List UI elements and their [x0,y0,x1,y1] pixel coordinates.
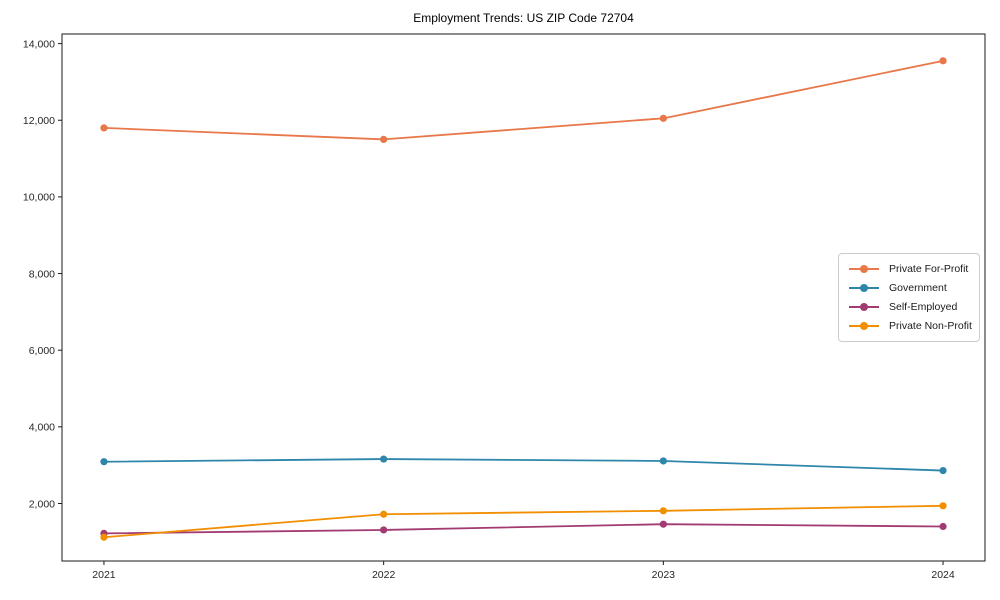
series-marker-self-employed [659,520,667,528]
y-tick-label: 12,000 [23,115,55,127]
y-tick-label: 6,000 [29,345,55,357]
series-marker-private-non-profit [659,507,667,515]
legend-label: Private Non-Profit [889,320,972,333]
y-tick-label: 8,000 [29,268,55,280]
series-marker-private-for-profit [100,124,108,132]
series-line-private-for-profit [103,59,944,141]
legend-marker-self-employed [849,303,879,312]
y-tick-label: 10,000 [23,192,55,204]
legend-entry: Private Non-Profit [845,320,973,332]
series-marker-government [939,466,947,475]
series-marker-private-for-profit [380,135,388,143]
legend-label: Self-Employed [889,301,958,314]
series-line-self-employed [103,523,944,535]
series-marker-private-for-profit [939,57,947,65]
legend-marker-private-non-profit [849,322,879,331]
x-tick-label: 2023 [652,569,676,581]
series-line-private-non-profit [103,504,944,539]
legend-entry: Private For-Profit [845,263,973,275]
series-marker-government [659,457,667,465]
chart-title: Employment Trends: US ZIP Code 72704 [413,11,634,25]
axes-frame [61,33,986,562]
y-tick-label: 14,000 [23,38,55,50]
series-line-government [103,458,944,472]
series-marker-private-non-profit [100,533,108,541]
legend-marker-government [849,283,879,292]
legend: Private For-Profit Government Self-Emplo… [838,253,980,342]
series-marker-government [100,458,108,466]
y-tick-label: 4,000 [29,422,55,434]
x-tick-label: 2024 [931,569,955,581]
series-marker-private-non-profit [939,502,947,510]
legend-marker-private-for-profit [849,264,879,273]
y-tick-label: 2,000 [29,498,55,510]
series-marker-private-non-profit [380,510,388,518]
legend-entry: Government [845,282,973,294]
legend-entry: Self-Employed [845,301,973,313]
x-tick-label: 2021 [92,569,116,581]
series-marker-self-employed [939,522,947,531]
legend-label: Private For-Profit [889,262,969,275]
series-marker-government [380,455,388,463]
legend-label: Government [889,281,947,294]
series-marker-private-for-profit [659,114,667,122]
x-tick-label: 2022 [372,569,396,581]
series-marker-self-employed [380,526,388,534]
